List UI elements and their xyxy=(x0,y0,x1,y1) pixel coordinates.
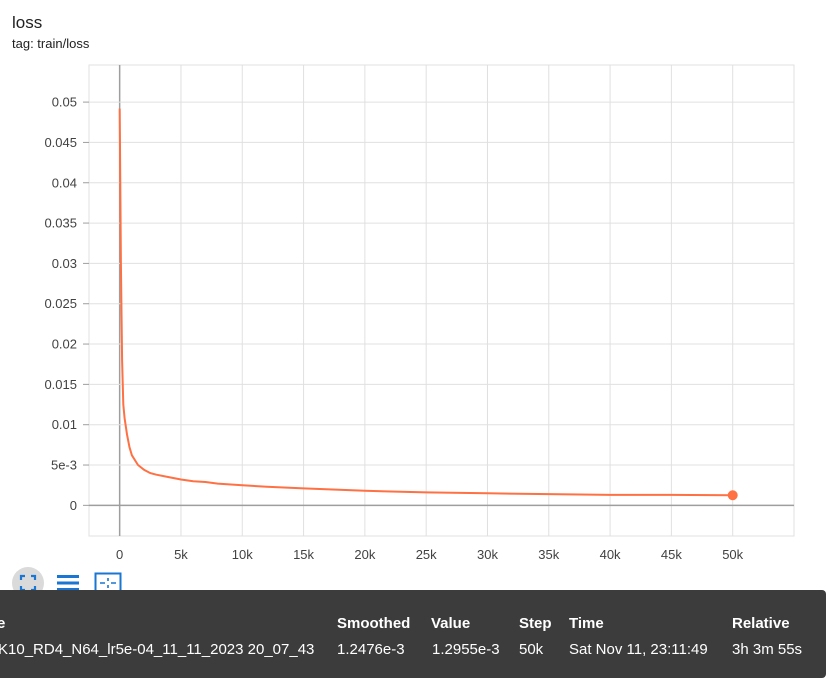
x-tick-label: 30k xyxy=(477,547,498,562)
x-tick-label: 35k xyxy=(538,547,559,562)
x-tick-label: 5k xyxy=(174,547,188,562)
chart-card-tag: tag: train/loss xyxy=(12,36,90,51)
y-tick-label: 0.045 xyxy=(44,135,77,150)
fit-to-data-icon xyxy=(19,574,37,592)
x-tick-label: 45k xyxy=(661,547,682,562)
x-tick-label: 40k xyxy=(600,547,621,562)
tooltip-header-step: Step xyxy=(519,615,552,632)
plot-frame xyxy=(88,64,795,537)
y-tick-label: 0.01 xyxy=(52,417,77,432)
tooltip-header-time: Time xyxy=(569,615,604,632)
loss-line-chart[interactable]: 0 5k 10k 15k 20k 25k 30k 35k 40k 45k 50k 0 5e-3 0.01 0… xyxy=(0,0,829,600)
y-tick-label: 0.05 xyxy=(52,95,77,110)
toggle-log-scale-icon xyxy=(57,575,79,591)
y-tick-label: 5e-3 xyxy=(51,458,77,473)
loss-series-line xyxy=(118,108,733,497)
x-tick-label: 20k xyxy=(354,547,375,562)
x-tick-label: 0 xyxy=(116,547,123,562)
y-tick-label: 0 xyxy=(70,498,77,513)
x-tick-label: 15k xyxy=(293,547,314,562)
tooltip-smoothed-value: 1.2476e-3 xyxy=(337,641,405,658)
tooltip-relative: 3h 3m 55s xyxy=(732,641,803,658)
tooltip-step: 50k xyxy=(519,641,544,658)
y-tick-label: 0.015 xyxy=(44,377,77,392)
tooltip-value: 1.2955e-3 xyxy=(432,641,500,658)
x-tick-label: 10k xyxy=(232,547,253,562)
chart-card-title: loss xyxy=(12,13,43,32)
x-tick-label: 50k xyxy=(722,547,743,562)
y-tick-label: 0.04 xyxy=(52,175,77,190)
tooltip-run-name: K10_RD4_N64_lr5e-04_11_11_2023 20_07_43 xyxy=(0,641,315,658)
tooltip-header-value: Value xyxy=(431,615,471,632)
y-tick-label: 0.025 xyxy=(44,296,77,311)
tooltip-header-name: e xyxy=(0,615,6,632)
data-tooltip: e Smoothed Value Step Time Relative K10_… xyxy=(0,590,826,678)
y-tick-label: 0.035 xyxy=(44,216,77,231)
y-tick-label: 0.02 xyxy=(52,337,77,352)
toggle-log-scale-button[interactable] xyxy=(52,567,84,599)
y-tick-label: 0.03 xyxy=(52,256,77,271)
tooltip-header-relative: Relative xyxy=(732,615,790,632)
tooltip-header-smoothed: Smoothed xyxy=(337,615,411,632)
tooltip-time: Sat Nov 11, 23:11:49 xyxy=(569,641,708,658)
last-point-marker xyxy=(727,490,738,501)
x-tick-label: 25k xyxy=(416,547,437,562)
